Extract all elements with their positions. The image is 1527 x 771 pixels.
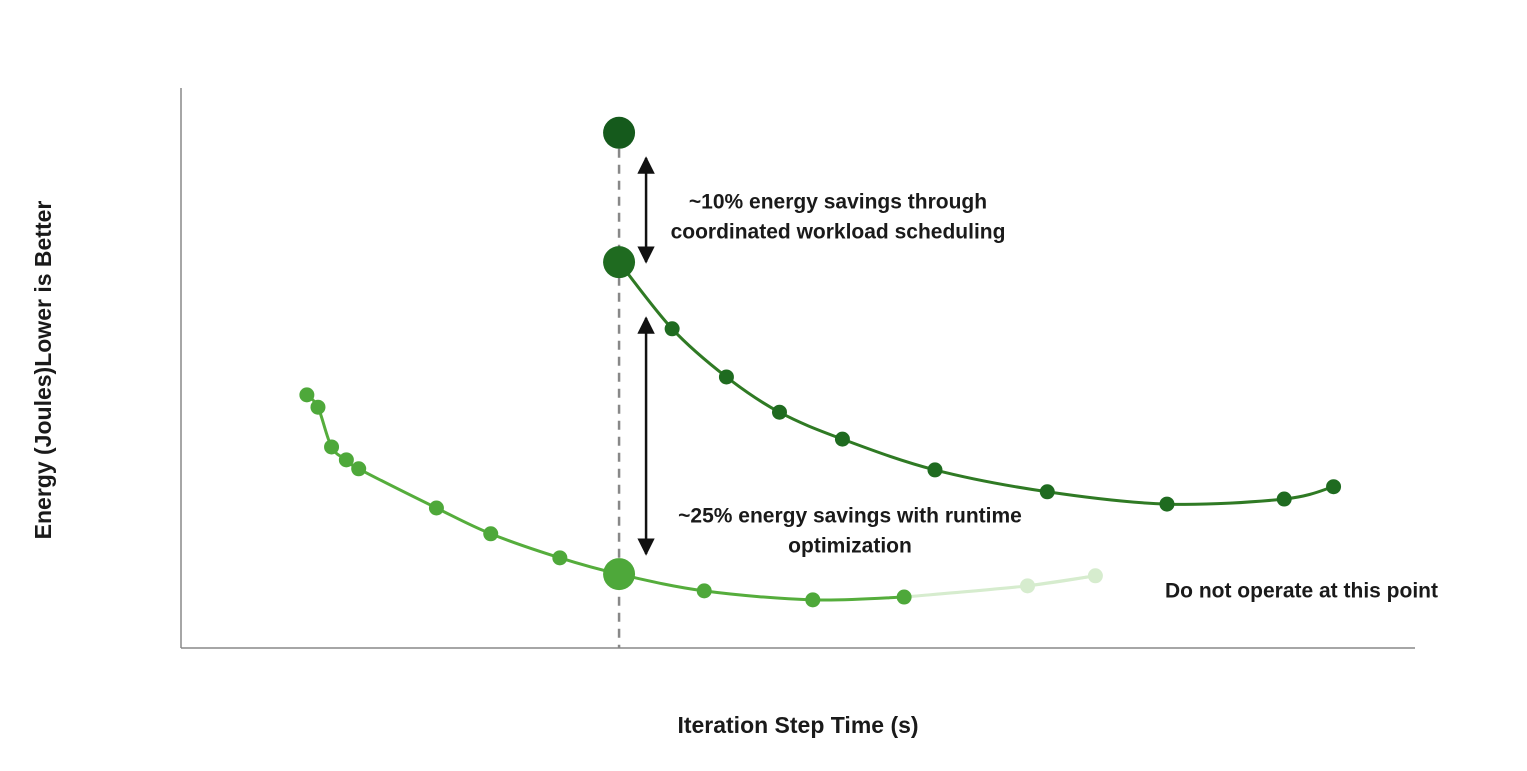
- data-point: [1039, 484, 1055, 500]
- x-axis-label: Iteration Step Time (s): [677, 712, 918, 738]
- baseline-point: [603, 116, 636, 149]
- series-line: [617, 261, 1334, 506]
- data-point: [483, 526, 499, 542]
- annotation: ~10% energy savings through: [689, 191, 987, 214]
- data-point: [834, 431, 850, 447]
- data-point: [310, 399, 326, 415]
- data-point: [428, 500, 444, 516]
- data-point: [1326, 479, 1342, 495]
- annotation: optimization: [788, 535, 912, 558]
- data-point: [896, 589, 912, 605]
- data-point: [664, 321, 680, 337]
- data-point: [603, 246, 636, 279]
- data-point: [771, 404, 787, 420]
- data-point: [1020, 578, 1036, 594]
- annotation: ~25% energy savings with runtime: [678, 505, 1022, 528]
- data-point: [1087, 568, 1103, 584]
- data-point: [718, 369, 734, 385]
- data-point: [324, 439, 340, 455]
- y-axis-label: Energy (Joules)Lower is Better: [30, 201, 56, 540]
- data-point: [299, 387, 315, 403]
- data-point: [805, 592, 821, 608]
- annotation: coordinated workload scheduling: [671, 221, 1006, 244]
- series-line: [1027, 574, 1096, 588]
- data-point: [338, 452, 354, 468]
- annotation: Do not operate at this point: [1165, 580, 1438, 603]
- data-point: [927, 462, 943, 478]
- data-point: [552, 550, 568, 566]
- data-point: [1159, 496, 1175, 512]
- data-point: [696, 583, 712, 599]
- data-point: [603, 558, 636, 591]
- data-point: [1276, 491, 1292, 507]
- data-point: [351, 461, 367, 477]
